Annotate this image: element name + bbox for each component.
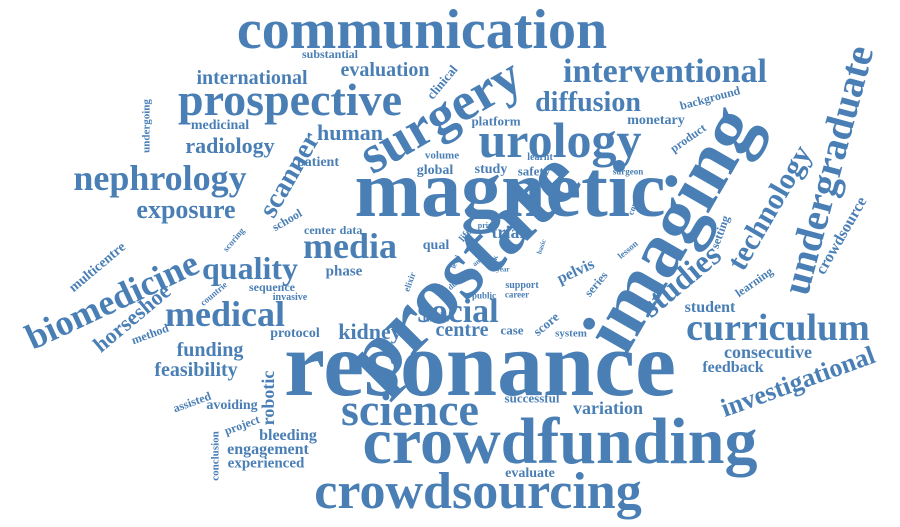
word-medical: medical — [165, 294, 285, 334]
word-quality: quality — [201, 250, 299, 286]
word-case: case — [500, 322, 524, 338]
word-curriculum: curriculum — [686, 307, 870, 349]
word-avoiding: avoiding — [206, 398, 258, 413]
word-communication: communication — [236, 0, 608, 61]
word-phase: phase — [325, 263, 363, 280]
word-center: center — [304, 223, 336, 237]
word-social: social — [417, 293, 499, 330]
word-substantial: substantial — [301, 47, 359, 61]
word-prime: prime — [477, 221, 499, 230]
word-human: human — [316, 120, 384, 145]
word-centre: centre — [435, 319, 489, 341]
word-career: career — [504, 289, 530, 300]
word-radiology: radiology — [185, 133, 275, 158]
word-system: system — [555, 327, 587, 340]
word-resonance: resonance — [284, 313, 676, 415]
word-consecutive: consecutive — [724, 342, 812, 362]
word-learnt: learnt — [527, 152, 553, 163]
word-crowdfunding: crowdfunding — [362, 405, 758, 478]
word-media: media — [303, 226, 397, 266]
word-international: international — [196, 67, 308, 89]
word-conclusion: conclusion — [209, 431, 222, 481]
word-nephrology: nephrology — [73, 158, 247, 198]
word-trial: trial — [491, 222, 525, 242]
word-patient: patient — [297, 155, 339, 170]
word-funding: funding — [176, 339, 244, 361]
word-feasibility: feasibility — [154, 359, 238, 381]
word-undergoing: undergoing — [140, 99, 153, 153]
word-prospective: prospective — [177, 74, 403, 125]
word-interventional: interventional — [563, 53, 767, 90]
word-urology: urology — [478, 112, 642, 168]
word-kidney: kidney — [338, 319, 402, 344]
word-diffusion: diffusion — [535, 87, 641, 118]
word-bleeding: bleeding — [259, 427, 317, 444]
word-data: data — [339, 223, 363, 237]
word-global: global — [416, 163, 454, 178]
word-protocol: protocol — [270, 326, 320, 341]
word-male: male — [422, 309, 450, 325]
word-project: project — [222, 412, 262, 438]
word-student: student — [684, 299, 736, 316]
word-engagement: engagement — [227, 441, 309, 458]
word-support: support — [505, 280, 539, 291]
word-variation: variation — [573, 398, 643, 418]
word-successful: successful — [504, 390, 560, 406]
word-invasive: invasive — [272, 292, 308, 303]
word-evaluate: evaluate — [505, 466, 555, 481]
word-evaluation: evaluation — [340, 59, 430, 81]
word-sequence: sequence — [249, 280, 295, 294]
word-magnetic: magnetic — [354, 146, 666, 234]
word-exposure: exposure — [136, 195, 236, 224]
word-monetary: monetary — [627, 113, 685, 128]
word-year: year — [496, 265, 510, 274]
word-experienced: experienced — [227, 455, 305, 472]
word-crowdsourcing: crowdsourcing — [314, 463, 642, 520]
word-qual: qual — [422, 238, 450, 253]
word-study: study — [474, 162, 508, 177]
word-platform: platform — [471, 113, 521, 129]
word-robotic: robotic — [258, 370, 278, 426]
word-safety: safety — [517, 163, 551, 179]
word-public: public — [471, 290, 497, 301]
word-feedback: feedback — [702, 359, 764, 376]
word-volume: volume — [424, 149, 460, 162]
word-surgeon: surgeon — [612, 166, 644, 177]
word-science: science — [341, 384, 479, 435]
word-medicinal: medicinal — [190, 118, 250, 133]
